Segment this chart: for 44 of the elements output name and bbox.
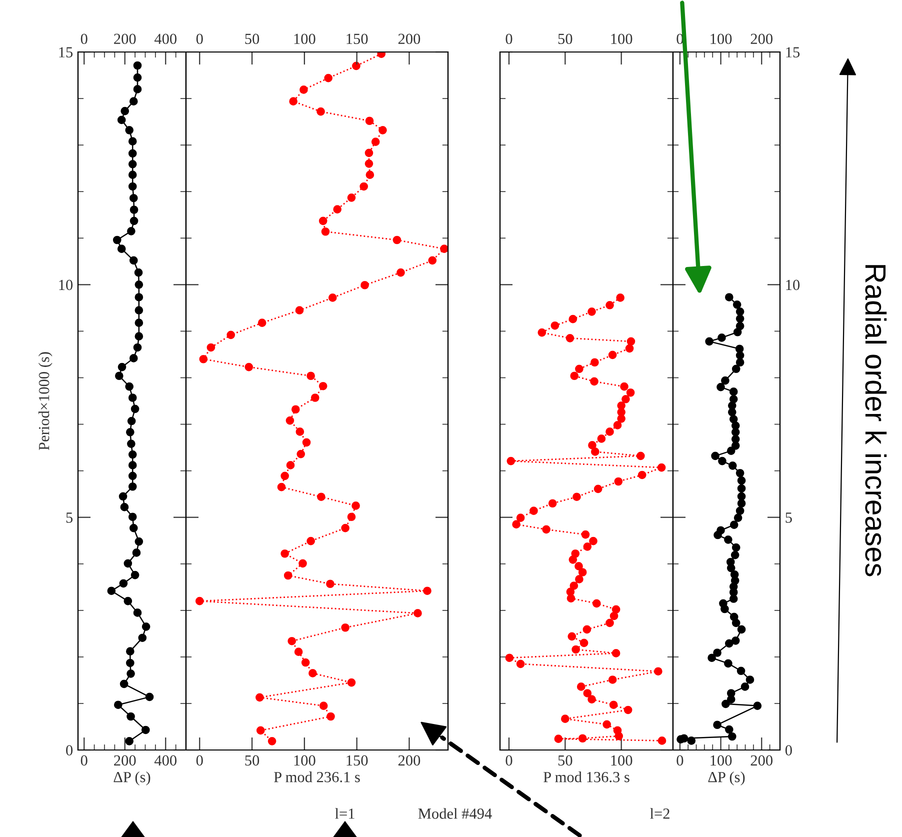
x-tick-label: 50 <box>245 755 260 766</box>
x2-tick-label: 0 <box>506 34 512 44</box>
x2-tick-label: 400 <box>154 34 176 44</box>
y-tick-label: 10 <box>59 280 73 290</box>
text: l=1 <box>335 808 354 819</box>
y-tick-label: 10 <box>786 280 800 290</box>
x-tick-label: 0 <box>80 755 88 766</box>
y-axis-title: Period×1000 (s) <box>38 352 52 450</box>
x2-tick-label: 150 <box>346 34 368 44</box>
x-tick-label: 100 <box>294 755 316 766</box>
x-axis-title: ΔP (s) <box>114 771 150 786</box>
y-tick-label: 5 <box>786 512 792 523</box>
x-tick-label: 200 <box>398 755 420 766</box>
x2-tick-label: 100 <box>294 34 316 44</box>
text: Model #494 <box>418 808 492 819</box>
x2-tick-label: 50 <box>558 34 572 44</box>
x2-tick-label: 100 <box>611 34 632 44</box>
x-axis-title: P mod 236.1 s <box>274 771 360 782</box>
text: l=2 <box>650 808 670 819</box>
x2-tick-label: 0 <box>80 34 88 44</box>
y-tick-label: 15 <box>786 47 800 58</box>
x-axis-title: ΔP (s) <box>708 771 745 786</box>
x-tick-label: 0 <box>676 755 684 766</box>
y-tick-label: 0 <box>66 745 73 756</box>
x-tick-label: 0 <box>506 755 512 766</box>
y-tick-label: 15 <box>59 47 73 58</box>
x-tick-label: 200 <box>750 755 772 766</box>
x-axis-title: P mod 136.3 s <box>544 771 630 782</box>
x-tick-label: 0 <box>196 755 203 766</box>
x2-tick-label: 200 <box>398 34 420 44</box>
x-tick-label: 100 <box>611 755 632 766</box>
x-tick-label: 100 <box>710 755 732 766</box>
x-tick-label: 200 <box>114 755 136 766</box>
x2-tick-label: 100 <box>710 34 732 44</box>
y-tick-label: 0 <box>785 745 792 756</box>
x2-tick-label: 200 <box>114 34 136 44</box>
x-tick-label: 50 <box>558 755 572 766</box>
x-tick-label: 400 <box>154 755 176 766</box>
x-tick-label: 150 <box>346 755 368 766</box>
y-tick-label: 5 <box>66 512 73 523</box>
text: Radial order k increases <box>865 265 887 576</box>
x2-tick-label: 200 <box>750 34 772 44</box>
x2-tick-label: 50 <box>245 34 260 44</box>
x2-tick-label: 0 <box>196 34 203 44</box>
